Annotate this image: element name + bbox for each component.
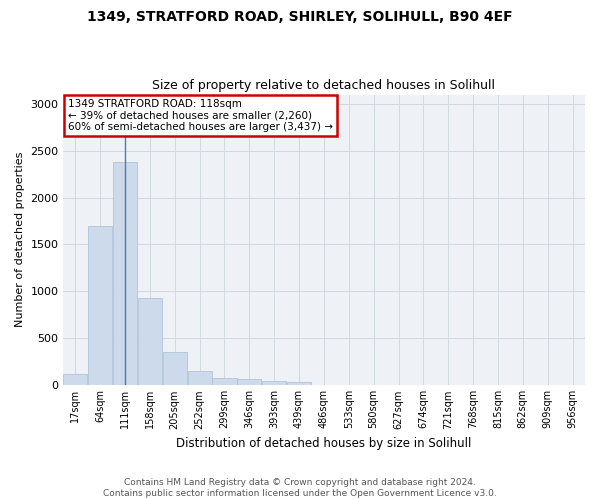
Bar: [287, 382, 311, 385]
Bar: [163, 352, 187, 385]
Text: 1349 STRATFORD ROAD: 118sqm
← 39% of detached houses are smaller (2,260)
60% of : 1349 STRATFORD ROAD: 118sqm ← 39% of det…: [68, 99, 333, 132]
Title: Size of property relative to detached houses in Solihull: Size of property relative to detached ho…: [152, 79, 496, 92]
Bar: [188, 371, 212, 385]
Text: Contains HM Land Registry data © Crown copyright and database right 2024.
Contai: Contains HM Land Registry data © Crown c…: [103, 478, 497, 498]
Bar: [63, 374, 88, 385]
Bar: [113, 162, 137, 385]
Bar: [262, 382, 286, 385]
Bar: [212, 378, 236, 385]
Text: 1349, STRATFORD ROAD, SHIRLEY, SOLIHULL, B90 4EF: 1349, STRATFORD ROAD, SHIRLEY, SOLIHULL,…: [87, 10, 513, 24]
Bar: [88, 226, 112, 385]
Y-axis label: Number of detached properties: Number of detached properties: [15, 152, 25, 328]
Bar: [138, 298, 162, 385]
X-axis label: Distribution of detached houses by size in Solihull: Distribution of detached houses by size …: [176, 437, 472, 450]
Bar: [237, 380, 262, 385]
